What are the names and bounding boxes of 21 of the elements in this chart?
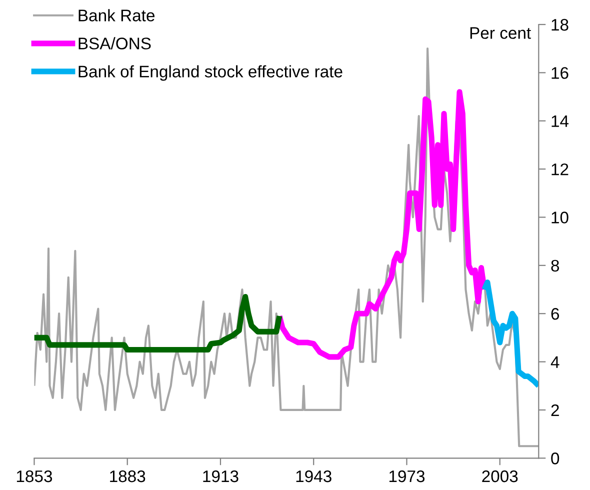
x-tick-label: 1913 [203, 470, 238, 482]
x-tick-label: 1883 [110, 470, 146, 482]
y-tick-label: 4 [550, 356, 560, 368]
y-tick-label: 16 [552, 67, 568, 79]
y-tick-label: 14 [552, 115, 569, 127]
x-tick-label: 2003 [482, 470, 518, 482]
x-tick-label: 1973 [389, 470, 425, 482]
y-axis-title: Per cent [470, 27, 531, 39]
x-tick-label: 1943 [296, 470, 332, 482]
line-series [34, 48, 539, 448]
legend-label: Bank Rate [78, 9, 155, 22]
x-tick-label: 1853 [16, 470, 52, 482]
legend-label: BSA/ONS [78, 37, 151, 50]
y-tick-label: 8 [551, 260, 560, 272]
y-tick-label: 2 [551, 404, 559, 416]
legend-label: Bank of England stock effective rate [78, 65, 342, 81]
y-tick-label: 10 [552, 212, 568, 224]
y-tick-label: 18 [552, 18, 568, 31]
y-tick-label: 0 [551, 452, 560, 464]
y-tick-label: 12 [552, 163, 568, 176]
y-tick-label: 6 [551, 308, 560, 320]
